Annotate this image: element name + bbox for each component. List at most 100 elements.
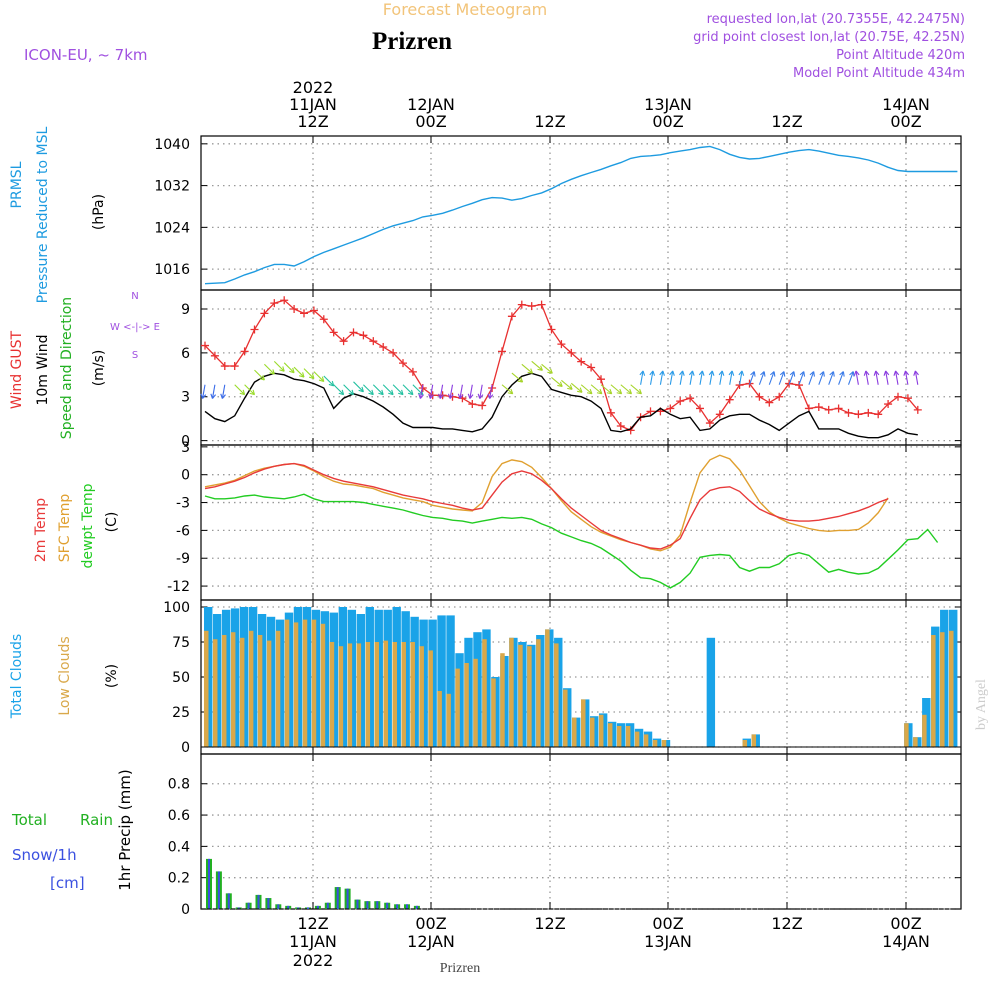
gust-marker: [319, 315, 328, 324]
low-cloud-bar: [275, 630, 281, 747]
gust-marker: [854, 410, 863, 419]
gust-marker: [329, 328, 338, 337]
snow-bar: [346, 888, 349, 909]
wind-direction-arrow: [428, 384, 434, 399]
time-label-hour: 00Z: [652, 112, 683, 131]
temperature-panel: -12 -9 -6 -3 0 3: [167, 440, 962, 601]
snow-bar: [386, 902, 389, 909]
compass-south: S: [132, 350, 138, 361]
model-label: ICON-EU, ~ 7km: [24, 46, 148, 64]
y-tick-label: 0.4: [168, 839, 190, 855]
total-cloud-bar: [706, 637, 716, 747]
y-tick-label: 0: [181, 468, 190, 484]
wind-direction-arrow: [477, 384, 484, 399]
gust-marker: [260, 309, 269, 318]
gust-marker: [498, 347, 506, 356]
wind-direction-arrow: [457, 384, 464, 399]
gust-marker: [557, 340, 566, 349]
snow-bar: [227, 893, 230, 909]
time-label-hour: 00Z: [890, 112, 921, 131]
time-label-year: 2022: [293, 78, 334, 97]
low-cloud-bar: [464, 663, 469, 747]
time-label-hour: 12Z: [771, 112, 802, 131]
y-tick-label: 75: [172, 635, 190, 651]
low-cloud-bar: [266, 640, 272, 747]
requested-coords: requested lon,lat (20.7355E, 42.2475N): [707, 12, 965, 27]
low-cloud-bar: [347, 643, 353, 747]
low-cloud-bar: [913, 737, 918, 747]
wind-direction-arrow: [728, 370, 735, 385]
wind-direction-arrow: [551, 377, 563, 387]
low-cloud-bar: [563, 689, 568, 747]
snow-bar: [356, 899, 359, 909]
low-cloud-bar: [212, 639, 218, 747]
y-tick-label: 0: [181, 902, 190, 918]
snow-bar: [267, 898, 270, 909]
gust-marker: [309, 306, 318, 315]
time-label-hour: 00Z: [415, 112, 446, 131]
low-cloud-bar: [356, 643, 362, 747]
snow-bar: [336, 887, 339, 909]
low-cloud-bar: [410, 642, 415, 747]
wind-direction-arrow: [220, 384, 226, 399]
wind-direction-arrow: [748, 371, 756, 385]
gust-marker: [478, 401, 487, 410]
total-cloud-bar: [437, 615, 446, 747]
low-cloud-bar: [293, 622, 299, 747]
panel-frame: [200, 444, 962, 601]
snow-bar: [208, 858, 210, 909]
gust-marker: [696, 404, 704, 413]
low-cloud-bar: [500, 653, 505, 747]
gust-marker: [250, 325, 259, 334]
snow-bar: [316, 905, 319, 909]
wind-direction-arrow: [600, 384, 613, 395]
low-cloud-bar: [581, 699, 586, 747]
wind-direction-arrow: [580, 384, 593, 395]
precip-panel: 0 0.2 0.4 0.6 0.8: [168, 753, 962, 918]
wind-direction-arrow: [698, 370, 705, 385]
time-label-hour: 00Z: [652, 914, 683, 933]
wind-direction-arrow: [254, 369, 265, 381]
gust-marker: [527, 302, 536, 311]
speed-dir-label: Speed and Direction: [59, 297, 75, 439]
wind-direction-arrow: [620, 384, 633, 395]
gust-marker: [894, 392, 902, 401]
wind-direction-arrow: [313, 371, 325, 383]
sfc-label: SFC Temp: [57, 494, 73, 563]
gust-marker: [884, 400, 893, 409]
low-cloud-bar: [634, 731, 640, 747]
gust-marker: [676, 397, 685, 406]
pressure-unit: (hPa): [91, 194, 107, 230]
low-cloud-bar: [940, 632, 945, 747]
low-cloud-bar: [248, 630, 254, 747]
pressure-label-short: PRMSL: [9, 161, 25, 208]
gust-marker: [280, 296, 289, 305]
wind-direction-arrow: [669, 370, 675, 385]
snow-bar: [406, 904, 408, 909]
wind-direction-arrow: [630, 384, 642, 395]
low-cloud-bar: [572, 717, 577, 747]
wind-direction-arrow: [688, 370, 695, 385]
low-cloud-bar: [302, 619, 308, 747]
gust-marker: [210, 351, 219, 360]
gust-marker: [686, 394, 695, 403]
wind-direction-arrow: [541, 363, 553, 374]
wind-direction-arrow: [372, 384, 384, 396]
pressure-label-long: Pressure Reduced to MSL: [35, 126, 51, 303]
gust-marker: [220, 362, 229, 371]
wind-unit: (m/s): [91, 350, 107, 387]
footer-location: Prizren: [440, 961, 480, 976]
snow-bar: [415, 905, 418, 909]
gust-marker: [399, 359, 407, 368]
time-label-date: 11JAN: [289, 932, 337, 951]
wind-direction-arrow: [788, 371, 796, 385]
y-tick-label: -12: [167, 579, 190, 595]
wind-direction-arrow: [853, 370, 860, 385]
wind-direction-arrow: [501, 384, 514, 395]
compass-north: N: [131, 291, 138, 302]
low-cloud-bar: [392, 642, 397, 747]
gust-marker: [537, 300, 546, 309]
gust-marker: [824, 405, 833, 414]
